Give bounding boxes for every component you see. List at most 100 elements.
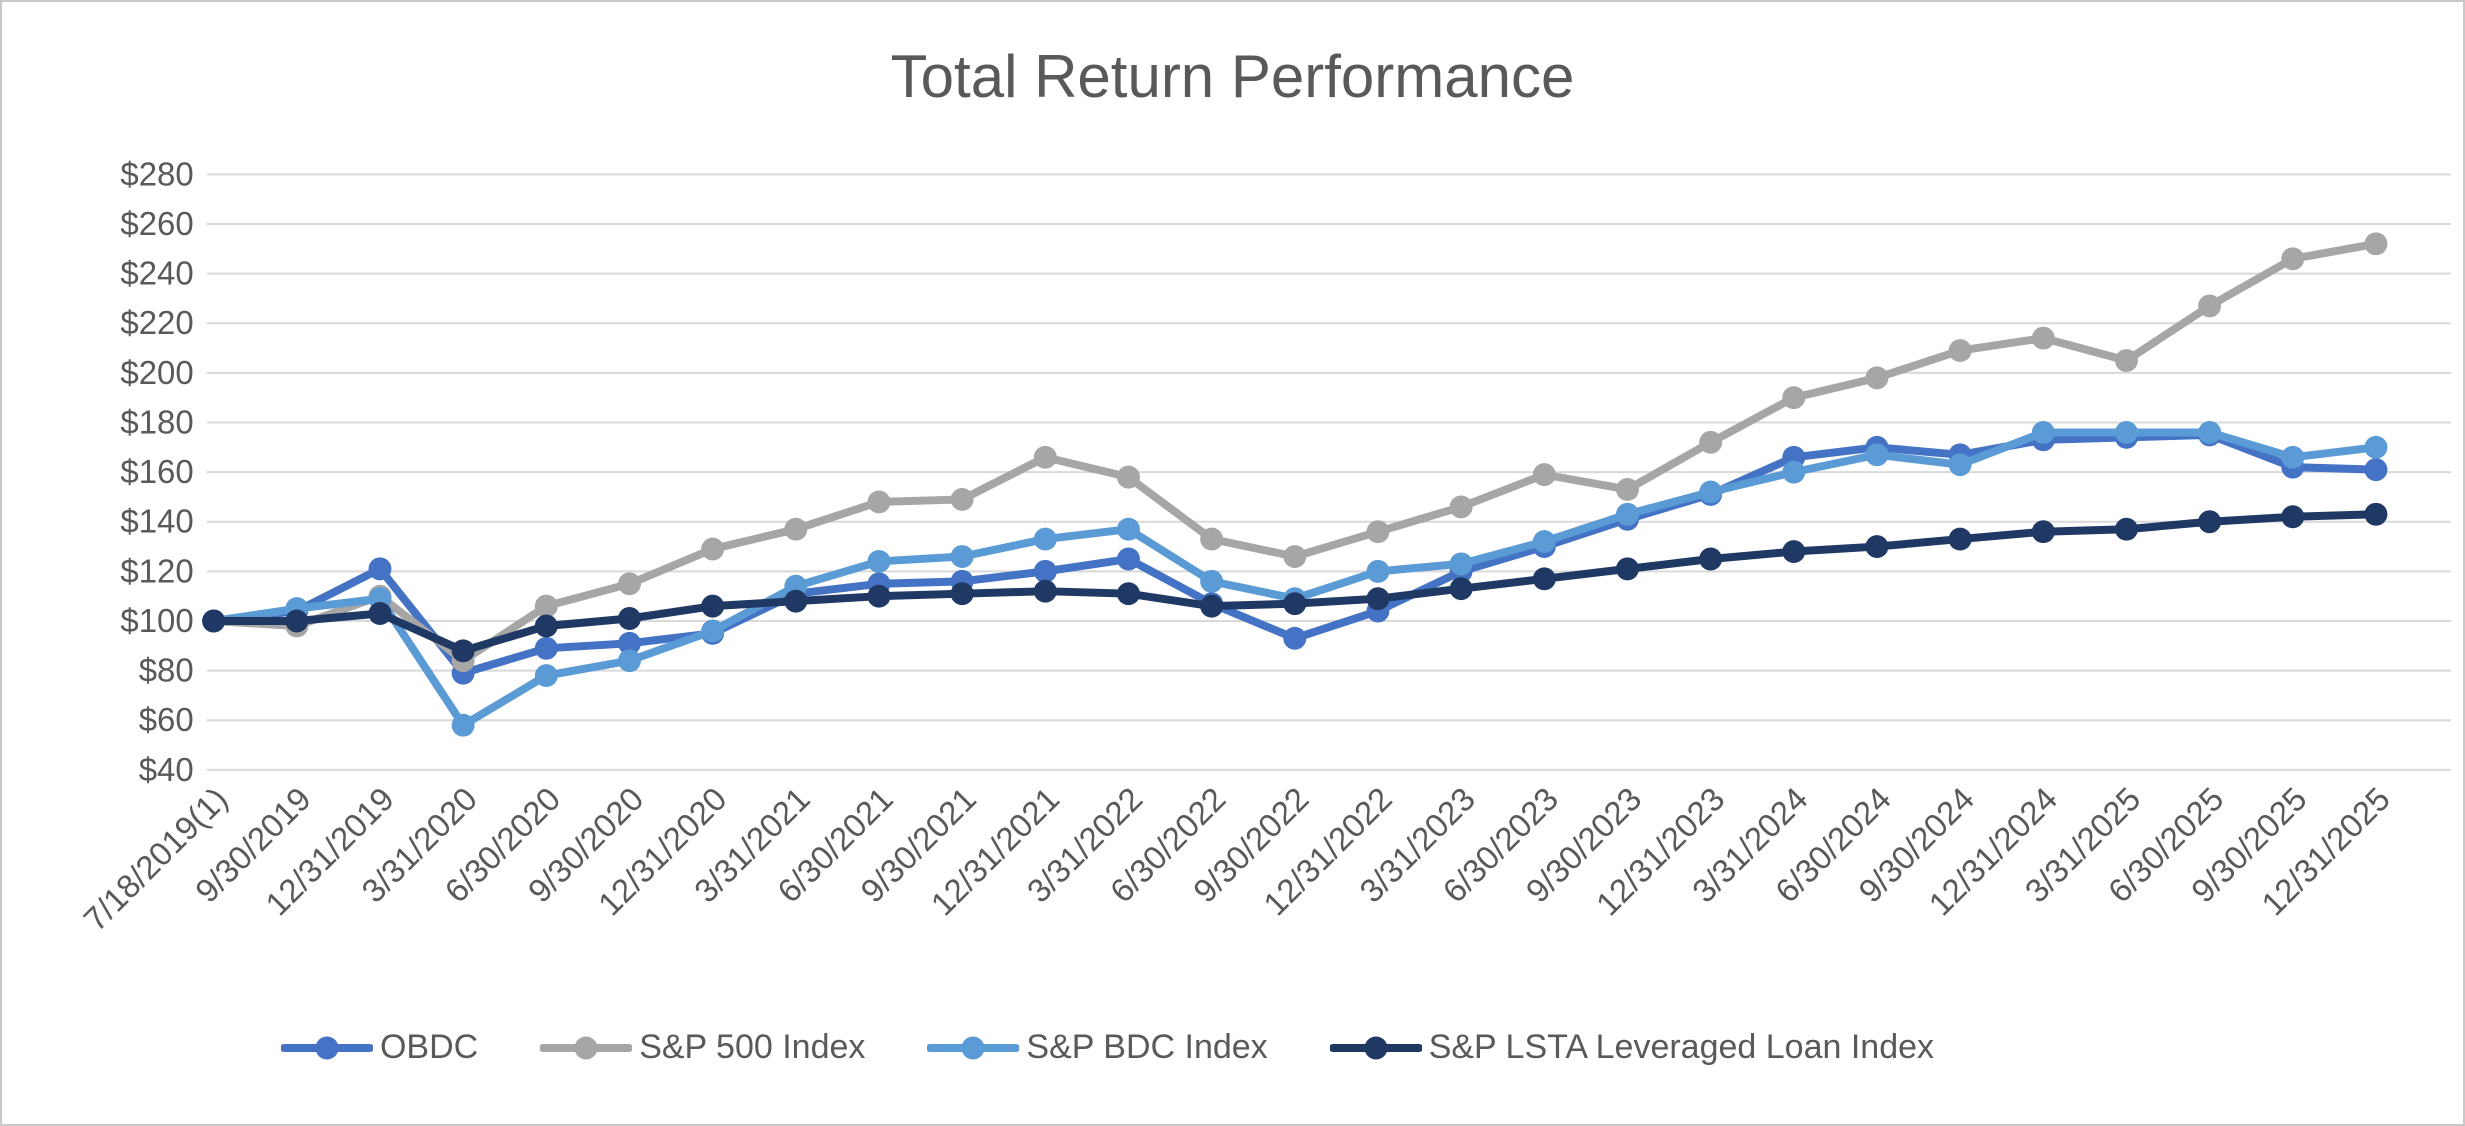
- data-point-s-p-500-index: [2198, 294, 2222, 318]
- data-point-obdc: [368, 557, 392, 581]
- data-point-s-p-bdc-index: [1366, 559, 1390, 583]
- data-point-s-p-bdc-index: [451, 713, 475, 737]
- data-point-s-p-lsta-leveraged-loan-index: [1449, 577, 1473, 601]
- legend-label: S&P LSTA Leveraged Loan Index: [1428, 1028, 1935, 1066]
- data-point-s-p-lsta-leveraged-loan-index: [1948, 527, 1972, 551]
- y-axis-label: $200: [120, 354, 193, 391]
- data-point-s-p-500-index: [1532, 463, 1556, 487]
- data-point-s-p-lsta-leveraged-loan-index: [784, 589, 808, 613]
- data-point-s-p-lsta-leveraged-loan-index: [1200, 594, 1224, 618]
- data-point-s-p-bdc-index: [1782, 460, 1806, 484]
- y-axis-label: $260: [120, 205, 193, 242]
- data-point-s-p-bdc-index: [1699, 480, 1723, 504]
- data-point-s-p-bdc-index: [617, 649, 641, 673]
- y-axis-label: $280: [120, 155, 193, 192]
- data-point-s-p-lsta-leveraged-loan-index: [2281, 505, 2305, 529]
- legend-item-s-p-lsta-leveraged-loan-index: S&P LSTA Leveraged Loan Index: [1329, 1028, 1935, 1067]
- chart-title: Total Return Performance: [890, 43, 1575, 110]
- data-point-obdc: [2364, 458, 2388, 482]
- data-point-s-p-500-index: [2031, 326, 2055, 350]
- data-point-s-p-lsta-leveraged-loan-index: [617, 607, 641, 630]
- data-point-s-p-500-index: [2281, 247, 2305, 271]
- y-axis-label: $60: [139, 701, 194, 738]
- y-axis-label: $160: [120, 453, 193, 490]
- legend-item-s-p-500-index: S&P 500 Index: [540, 1028, 865, 1067]
- data-point-s-p-lsta-leveraged-loan-index: [2364, 502, 2388, 526]
- data-point-s-p-lsta-leveraged-loan-index: [1033, 579, 1057, 603]
- data-point-s-p-lsta-leveraged-loan-index: [534, 614, 558, 638]
- legend-marker-icon: [927, 1036, 1020, 1059]
- data-point-s-p-bdc-index: [1200, 569, 1224, 593]
- data-point-s-p-bdc-index: [2031, 421, 2055, 444]
- y-axis-label: $220: [120, 304, 193, 341]
- data-point-s-p-lsta-leveraged-loan-index: [368, 602, 392, 625]
- data-point-s-p-bdc-index: [2114, 421, 2138, 444]
- data-point-s-p-lsta-leveraged-loan-index: [1283, 592, 1307, 616]
- data-point-s-p-lsta-leveraged-loan-index: [1615, 557, 1639, 581]
- data-point-s-p-lsta-leveraged-loan-index: [1782, 540, 1806, 563]
- chart-legend: OBDC S&P 500 Index S&P BDC Index S&P LSTA L…: [2, 1028, 2463, 1067]
- data-point-obdc: [1033, 559, 1057, 583]
- data-point-s-p-lsta-leveraged-loan-index: [867, 584, 891, 608]
- data-point-s-p-500-index: [2364, 232, 2388, 256]
- y-axis-label: $120: [120, 552, 193, 589]
- data-point-s-p-bdc-index: [1532, 530, 1556, 554]
- legend-item-s-p-bdc-index: S&P BDC Index: [927, 1028, 1268, 1067]
- data-point-s-p-bdc-index: [2364, 435, 2388, 459]
- legend-marker-icon: [540, 1036, 633, 1059]
- data-point-s-p-lsta-leveraged-loan-index: [1699, 547, 1723, 571]
- y-axis-label: $80: [139, 652, 194, 689]
- data-point-s-p-bdc-index: [1948, 453, 1972, 477]
- data-point-s-p-500-index: [617, 572, 641, 596]
- x-axis-label: 7/18/2019(1): [76, 780, 234, 938]
- data-point-s-p-lsta-leveraged-loan-index: [1532, 567, 1556, 591]
- y-axis-label: $100: [120, 602, 193, 639]
- data-point-s-p-bdc-index: [1033, 527, 1057, 551]
- x-axis: 7/18/2019(1)9/30/201912/31/20193/31/2020…: [76, 780, 2397, 938]
- legend-marker-icon: [280, 1036, 373, 1059]
- legend-item-obdc: OBDC: [280, 1028, 478, 1067]
- data-point-s-p-500-index: [1200, 527, 1224, 551]
- data-point-s-p-lsta-leveraged-loan-index: [2031, 520, 2055, 544]
- data-point-s-p-lsta-leveraged-loan-index: [1116, 582, 1140, 606]
- data-point-s-p-500-index: [1615, 478, 1639, 501]
- y-axis: $40 $60 $80 $100 $120 $140 $160 $180 $200 $220 $24…: [120, 155, 193, 787]
- series-s-p-bdc-index: [202, 421, 2388, 737]
- data-point-s-p-500-index: [1449, 495, 1473, 519]
- data-point-s-p-500-index: [1865, 366, 1889, 390]
- data-point-obdc: [617, 631, 641, 655]
- y-axis-label: $240: [120, 255, 193, 292]
- data-point-s-p-lsta-leveraged-loan-index: [950, 582, 974, 606]
- data-point-s-p-bdc-index: [1865, 443, 1889, 467]
- data-point-s-p-500-index: [1033, 445, 1057, 469]
- data-point-s-p-lsta-leveraged-loan-index: [2198, 510, 2222, 534]
- data-point-s-p-500-index: [950, 487, 974, 511]
- y-axis-label: $40: [139, 751, 194, 788]
- data-point-s-p-500-index: [1782, 386, 1806, 410]
- data-point-s-p-bdc-index: [2281, 445, 2305, 469]
- series-s-p-lsta-leveraged-loan-index: [202, 502, 2388, 663]
- data-point-s-p-500-index: [1948, 339, 1972, 363]
- data-point-s-p-bdc-index: [950, 545, 974, 568]
- legend-label: S&P BDC Index: [1026, 1028, 1268, 1066]
- data-point-s-p-bdc-index: [534, 664, 558, 688]
- data-point-s-p-500-index: [1366, 520, 1390, 544]
- data-point-s-p-bdc-index: [1449, 552, 1473, 576]
- data-point-s-p-500-index: [1283, 545, 1307, 568]
- y-axis-label: $140: [120, 503, 193, 540]
- legend-label: S&P 500 Index: [639, 1028, 866, 1066]
- data-point-s-p-500-index: [534, 594, 558, 618]
- data-point-s-p-500-index: [1116, 465, 1140, 489]
- legend-marker-icon: [1329, 1036, 1422, 1059]
- data-point-s-p-500-index: [2114, 349, 2138, 372]
- data-point-s-p-500-index: [784, 517, 808, 541]
- data-point-s-p-lsta-leveraged-loan-index: [2114, 517, 2138, 541]
- data-point-s-p-lsta-leveraged-loan-index: [701, 594, 725, 618]
- data-point-s-p-bdc-index: [1116, 517, 1140, 541]
- data-point-s-p-bdc-index: [701, 619, 725, 643]
- data-point-s-p-lsta-leveraged-loan-index: [1865, 535, 1889, 559]
- data-point-s-p-bdc-index: [2198, 421, 2222, 444]
- data-point-s-p-lsta-leveraged-loan-index: [202, 609, 226, 633]
